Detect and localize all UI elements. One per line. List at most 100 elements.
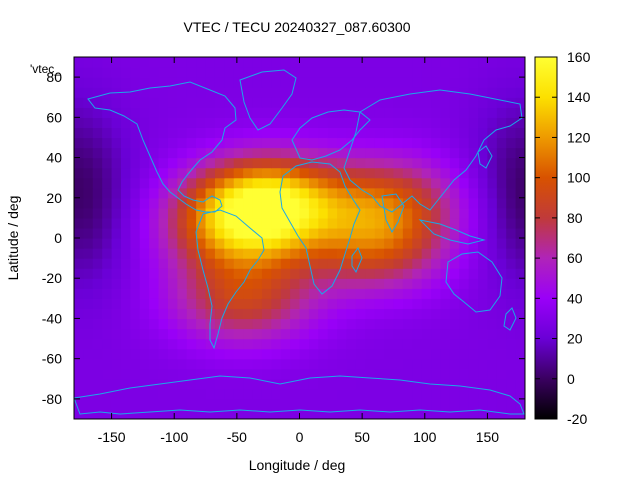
heatmap-cell — [346, 137, 357, 149]
heatmap-cell — [261, 268, 272, 279]
heatmap-cell — [139, 318, 150, 330]
heatmap-cell — [130, 288, 141, 299]
heatmap-cell — [149, 57, 160, 68]
heatmap-cell — [74, 238, 84, 249]
heatmap-cell — [365, 227, 376, 239]
heatmap-cell — [102, 87, 113, 98]
heatmap-cell — [299, 308, 310, 320]
heatmap-cell — [412, 217, 423, 229]
heatmap-cell — [421, 207, 432, 219]
heatmap-cell — [440, 298, 451, 309]
heatmap-cell — [290, 248, 301, 259]
heatmap-cell — [299, 87, 310, 98]
heatmap-cell — [393, 167, 404, 179]
heatmap-cell — [327, 378, 338, 390]
heatmap-cell — [384, 328, 395, 340]
heatmap-cell — [83, 298, 94, 309]
heatmap-cell — [290, 288, 301, 299]
heatmap-cell — [214, 157, 225, 169]
heatmap-cell — [158, 388, 169, 400]
heatmap-cell — [365, 298, 376, 309]
heatmap-cell — [261, 217, 272, 229]
heatmap-cell — [337, 248, 348, 259]
heatmap-cell — [243, 288, 254, 299]
heatmap-cell — [318, 147, 329, 159]
heatmap-cell — [111, 348, 122, 360]
heatmap-cell — [83, 67, 94, 78]
heatmap-cell — [243, 57, 254, 68]
heatmap-cell — [412, 298, 423, 309]
heatmap-cell — [130, 278, 141, 289]
heatmap-cell — [120, 288, 131, 299]
heatmap-cell — [233, 248, 244, 259]
heatmap-cell — [299, 97, 310, 108]
heatmap-cell — [214, 207, 225, 219]
heatmap-cell — [92, 97, 103, 108]
heatmap-cell — [459, 57, 470, 68]
heatmap-cell — [111, 398, 122, 410]
colorbar-tick-label: 20 — [567, 331, 583, 347]
heatmap-cell — [196, 328, 207, 340]
heatmap-cell — [412, 97, 423, 108]
heatmap-cell — [280, 227, 291, 239]
heatmap-cell — [393, 388, 404, 400]
heatmap-cell — [83, 268, 94, 279]
heatmap-cell — [506, 248, 517, 259]
heatmap-cell — [496, 77, 507, 88]
heatmap-cell — [83, 97, 94, 108]
heatmap-cell — [506, 328, 517, 340]
heatmap-cell — [496, 258, 507, 269]
heatmap-cell — [196, 137, 207, 149]
heatmap-cell — [421, 67, 432, 78]
heatmap-cell — [186, 368, 197, 380]
heatmap-cell — [120, 258, 131, 269]
heatmap-cell — [487, 107, 498, 118]
heatmap-cell — [355, 97, 366, 108]
heatmap-cell — [149, 187, 160, 199]
heatmap-cell — [177, 77, 188, 88]
heatmap-cell — [459, 77, 470, 88]
heatmap-cell — [374, 87, 385, 98]
heatmap-cell — [355, 197, 366, 209]
heatmap-cell — [515, 147, 525, 159]
heatmap-cell — [412, 197, 423, 209]
heatmap-cell — [515, 298, 525, 309]
heatmap-cell — [102, 137, 113, 149]
heatmap-cell — [130, 268, 141, 279]
heatmap-cell — [487, 308, 498, 320]
heatmap-cell — [196, 278, 207, 289]
x-axis: -150 -100 -50 0 50 100 150 — [98, 57, 499, 445]
heatmap-cell — [261, 258, 272, 269]
heatmap-cell — [290, 57, 301, 68]
heatmap-cell — [186, 248, 197, 259]
heatmap-cell — [167, 127, 178, 139]
heatmap-cell — [337, 288, 348, 299]
heatmap-cell — [149, 157, 160, 169]
colorbar-tick-label: -20 — [567, 411, 587, 427]
heatmap-cell — [271, 308, 282, 320]
heatmap-cell — [440, 127, 451, 139]
heatmap-cell — [346, 278, 357, 289]
heatmap-cell — [421, 227, 432, 239]
heatmap-cell — [74, 197, 84, 209]
heatmap-cell — [243, 348, 254, 360]
heatmap-cell — [167, 268, 178, 279]
heatmap-cell — [158, 177, 169, 189]
heatmap-cell — [252, 328, 263, 340]
heatmap-cell — [261, 127, 272, 139]
heatmap-cell — [102, 217, 113, 229]
heatmap-cell — [214, 408, 225, 419]
heatmap-cell — [337, 77, 348, 88]
heatmap-cell — [186, 298, 197, 309]
heatmap-cell — [120, 238, 131, 249]
heatmap-cell — [299, 298, 310, 309]
heatmap-cell — [280, 338, 291, 350]
heatmap-cell — [515, 177, 525, 189]
heatmap-cell — [487, 87, 498, 98]
heatmap-cell — [431, 157, 442, 169]
heatmap-cell — [177, 67, 188, 78]
heatmap-cell — [421, 187, 432, 199]
heatmap-cell — [393, 77, 404, 88]
heatmap-cell — [224, 408, 235, 419]
heatmap-cell — [214, 127, 225, 139]
